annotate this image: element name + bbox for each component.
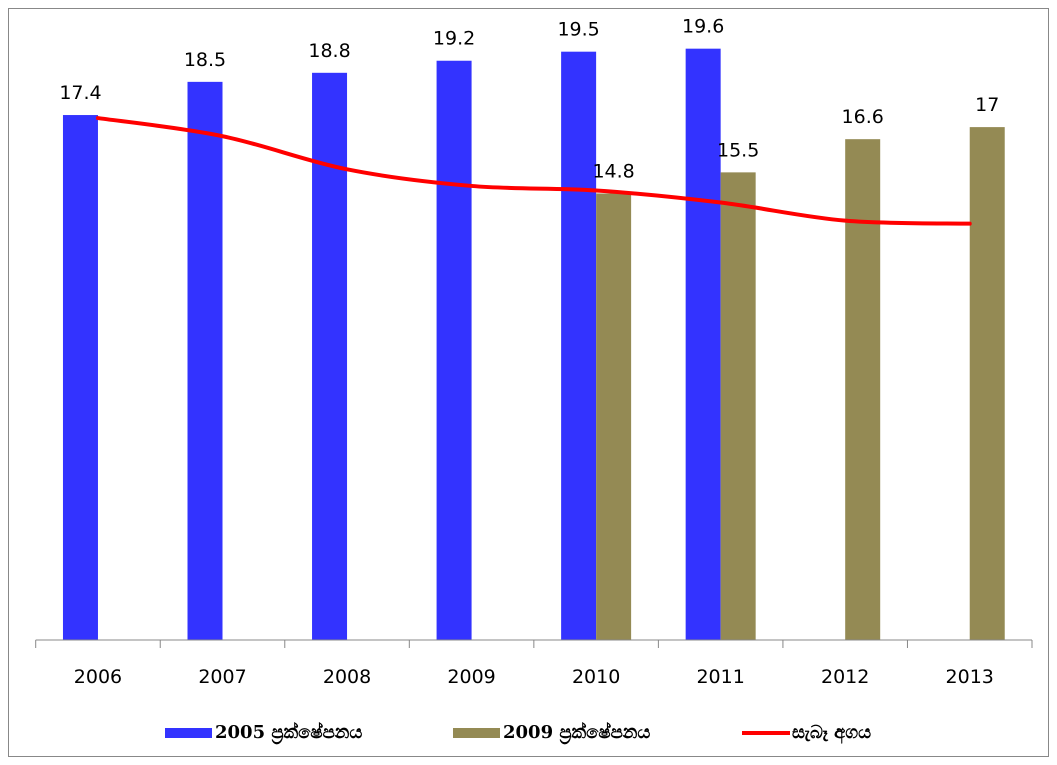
legend-swatch bbox=[165, 728, 212, 738]
x-tick-label: 2008 bbox=[323, 666, 371, 688]
x-tick-label: 2013 bbox=[946, 666, 994, 688]
data-label: 19.2 bbox=[433, 28, 475, 50]
legend-label: සැබෑ අගය bbox=[792, 722, 871, 744]
data-label: 19.5 bbox=[557, 19, 599, 41]
line bbox=[95, 116, 972, 226]
legend-label: 2005 ප්‍රක්ෂේපනය bbox=[215, 721, 362, 745]
bar bbox=[62, 115, 98, 641]
bar bbox=[685, 48, 721, 641]
legend-swatch bbox=[453, 728, 500, 738]
bar bbox=[312, 72, 348, 640]
chart-frame bbox=[8, 8, 1049, 757]
data-label: 17.4 bbox=[59, 82, 101, 104]
legend-label: 2009 ප්‍රක්ෂේපනය bbox=[503, 721, 650, 745]
data-label: 16.6 bbox=[842, 106, 884, 128]
bar bbox=[436, 60, 472, 640]
data-label: 15.5 bbox=[717, 139, 759, 161]
data-label: 18.8 bbox=[308, 40, 350, 62]
x-tick-label: 2006 bbox=[74, 666, 122, 688]
data-label: 14.8 bbox=[592, 160, 634, 182]
x-tick-label: 2007 bbox=[198, 666, 246, 688]
x-tick-label: 2010 bbox=[572, 666, 620, 688]
x-tick-label: 2012 bbox=[821, 666, 869, 688]
data-label: 19.6 bbox=[682, 16, 724, 38]
data-label: 17 bbox=[975, 94, 999, 116]
bar bbox=[969, 127, 1005, 641]
data-label: 18.5 bbox=[184, 49, 226, 71]
bar bbox=[596, 193, 632, 640]
x-tick-label: 2011 bbox=[696, 666, 744, 688]
bar bbox=[845, 139, 881, 641]
x-tick-label: 2009 bbox=[447, 666, 495, 688]
bar bbox=[187, 81, 223, 641]
bar bbox=[720, 172, 756, 641]
bar bbox=[561, 51, 597, 641]
